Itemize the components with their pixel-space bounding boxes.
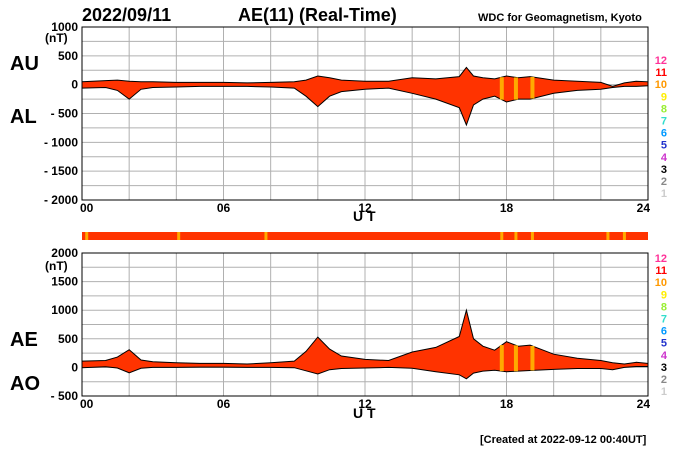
legend-count-label: 5 (661, 338, 667, 350)
legend-count-label: 10 (655, 277, 667, 289)
legend-count-label: 4 (661, 350, 668, 362)
top-y-ticks: 1000 500 0 - 500 - 1000 - 1500 - 2000 (44, 20, 78, 207)
legend-count-label: 1 (661, 188, 667, 200)
ae-ao-panel: 2000 1500 1000 500 0 - 500 00 06 12 18 24 (nT) U … (10, 246, 650, 421)
legend-count-label: 8 (661, 301, 667, 313)
band-highlight (514, 232, 518, 240)
x-tick-label: 24 (637, 201, 651, 215)
legend-count-label: 6 (661, 326, 667, 338)
highlight-stripe (513, 345, 518, 372)
legend-count-label: 11 (655, 67, 667, 79)
bottom-highlights (499, 345, 535, 372)
band-base (82, 232, 648, 240)
legend-count-label: 6 (661, 128, 667, 140)
x-tick-label: 12 (358, 201, 372, 215)
bottom-y-ticks: 2000 1500 1000 500 0 - 500 (51, 246, 79, 403)
x-tick-label: 06 (217, 201, 231, 215)
top-x-label: U T (353, 208, 376, 224)
highlight-stripe (499, 77, 504, 100)
legend-count-label: 4 (661, 152, 668, 164)
top-frame (81, 26, 649, 201)
au-series-label: AU (10, 53, 39, 75)
plot-date: 2022/09/11 (82, 5, 171, 25)
legend-count-label: 2 (661, 374, 667, 386)
legend-count-label: 8 (661, 103, 667, 115)
highlight-stripe (499, 345, 504, 372)
x-tick-label: 06 (217, 397, 231, 411)
legend-count-label: 12 (655, 253, 667, 265)
top-x-ticks: 00 06 12 18 24 (80, 201, 650, 215)
created-stamp: [Created at 2022-09-12 00:40UT] (480, 434, 647, 446)
al-series-label: AL (10, 106, 37, 128)
legend-count-label: 10 (655, 79, 667, 91)
highlight-stripe (530, 76, 535, 99)
y-tick-label: 500 (58, 49, 78, 63)
highlight-stripe (513, 77, 518, 100)
au-al-panel: 1000 500 0 - 500 - 1000 - 1500 - 2000 00 06 12 18… (10, 20, 650, 224)
legend-count-label: 11 (655, 265, 667, 277)
band-highlight (264, 232, 268, 240)
band-highlights (85, 232, 626, 240)
y-tick-label: 1500 (51, 275, 78, 289)
legend-count-label: 9 (661, 91, 667, 103)
plot-title: AE(11) (Real-Time) (238, 5, 397, 25)
y-tick-label: - 500 (51, 389, 79, 403)
x-tick-label: 18 (500, 397, 514, 411)
legend-count-label: 12 (655, 55, 667, 67)
bottom-x-ticks: 00 06 12 18 24 (80, 397, 650, 411)
x-tick-label: 18 (500, 201, 514, 215)
legend-count-label: 7 (661, 314, 667, 326)
ae-series-label: AE (10, 329, 38, 351)
top-highlights (499, 76, 535, 100)
legend-count-label: 3 (661, 164, 667, 176)
y-tick-label: - 1500 (44, 164, 78, 178)
y-tick-label: 0 (71, 78, 78, 92)
band-highlight (500, 232, 504, 240)
station-count-band (82, 232, 648, 240)
y-tick-label: - 2000 (44, 193, 78, 207)
x-tick-label: 00 (80, 397, 94, 411)
legend-count-label: 2 (661, 176, 667, 188)
y-tick-label: - 500 (51, 107, 79, 121)
legend-count-label: 1 (661, 386, 667, 398)
band-highlight (530, 232, 534, 240)
ao-series-label: AO (10, 373, 40, 395)
x-tick-label: 24 (637, 397, 651, 411)
y-tick-label: 0 (71, 360, 78, 374)
legend-count-label: 9 (661, 289, 667, 301)
x-tick-label: 12 (358, 397, 372, 411)
band-highlight (85, 232, 89, 240)
y-tick-label: 1000 (51, 303, 78, 317)
top-y-unit: (nT) (45, 31, 68, 45)
legend-count-label: 5 (661, 140, 667, 152)
bottom-y-unit: (nT) (45, 259, 68, 273)
y-tick-label: - 1000 (44, 135, 78, 149)
legend-count-label: 7 (661, 116, 667, 128)
data-source: WDC for Geomagnetism, Kyoto (478, 12, 642, 24)
band-highlight (177, 232, 181, 240)
y-tick-label: 1000 (51, 20, 78, 34)
x-tick-label: 00 (80, 201, 94, 215)
bottom-frame (81, 252, 649, 397)
y-tick-label: 2000 (51, 246, 78, 260)
bottom-grid (81, 252, 649, 397)
highlight-stripe (530, 346, 535, 371)
bottom-x-label: U T (353, 405, 376, 421)
legend-count-label: 3 (661, 362, 667, 374)
band-highlight (622, 232, 626, 240)
y-tick-label: 500 (58, 332, 78, 346)
band-highlight (606, 232, 610, 240)
top-grid (81, 26, 649, 201)
